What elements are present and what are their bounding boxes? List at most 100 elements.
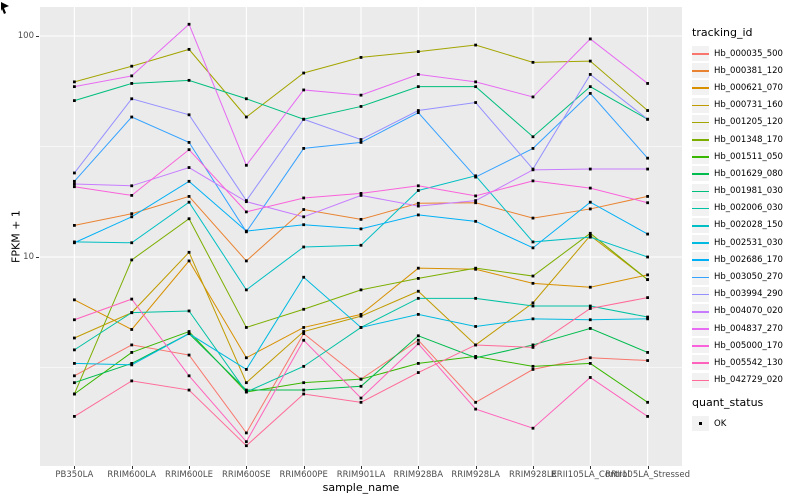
x-tick-mark	[246, 466, 248, 469]
legend-item-Hb_000035_500: Hb_000035_500	[692, 45, 783, 62]
data-point	[588, 167, 592, 171]
data-point	[187, 166, 191, 169]
data-point	[187, 353, 191, 357]
data-point	[474, 343, 478, 347]
data-point	[72, 99, 76, 103]
legend-key-swatch	[692, 355, 709, 371]
data-point	[130, 97, 134, 101]
legend-item-label: Hb_001348_170	[714, 134, 783, 145]
data-point	[416, 277, 420, 280]
data-point	[531, 364, 535, 368]
legend-key-line	[692, 259, 709, 261]
data-point	[187, 179, 191, 183]
data-point	[646, 117, 650, 121]
data-point	[130, 258, 134, 262]
legend-item-Hb_001205_120: Hb_001205_120	[692, 114, 783, 131]
x-tick-mark	[647, 466, 649, 469]
data-point	[416, 109, 420, 112]
legend-item-label: OK	[714, 418, 727, 429]
legend-key-line	[692, 139, 709, 141]
data-point	[359, 400, 363, 404]
data-point	[416, 213, 420, 217]
data-point	[359, 105, 363, 108]
x-tick-label-RRIM928BA: RRIM928BA	[393, 470, 444, 480]
data-point	[531, 317, 535, 321]
data-point	[359, 138, 363, 141]
data-point	[72, 392, 76, 396]
legend-tracking-block: tracking_id Hb_000035_500 Hb_000381_120 Hb…	[692, 26, 783, 389]
data-point	[72, 171, 76, 175]
data-point	[531, 95, 535, 99]
y-tick-mark	[36, 257, 39, 258]
data-point	[474, 199, 478, 202]
data-point	[646, 400, 650, 404]
data-point	[531, 345, 535, 349]
plot-panel	[40, 7, 682, 466]
data-point	[531, 216, 535, 220]
data-point	[474, 407, 478, 411]
data-point	[187, 200, 191, 204]
data-point	[302, 147, 306, 150]
y-tick-label: 100	[17, 31, 34, 41]
data-point	[359, 243, 363, 247]
data-point	[244, 381, 248, 385]
data-point	[359, 217, 363, 221]
data-point	[244, 259, 248, 263]
x-tick-label-RRIM928LE: RRIM928LE	[508, 470, 557, 480]
x-tick-mark	[361, 466, 362, 469]
data-point	[72, 348, 76, 352]
data-point	[187, 141, 191, 144]
data-point	[588, 356, 592, 360]
x-axis-title: sample_name	[322, 481, 400, 494]
legend-key-line	[692, 242, 709, 244]
data-point	[588, 186, 592, 190]
legend-item-Hb_000731_160: Hb_000731_160	[692, 97, 783, 114]
x-tick-label-RRII105LA_Control: RRII105LA_Control	[550, 470, 630, 480]
legend-key-swatch	[692, 97, 709, 113]
data-point	[588, 91, 592, 95]
legend-item-Hb_005542_130: Hb_005542_130	[692, 354, 783, 371]
data-point	[646, 351, 650, 354]
data-point	[531, 301, 535, 305]
data-point	[72, 318, 76, 322]
data-point	[416, 296, 420, 300]
data-point	[474, 101, 478, 104]
legend-item-label: Hb_005000_170	[714, 340, 783, 351]
data-point	[646, 414, 650, 418]
data-point	[588, 59, 592, 63]
data-point	[416, 289, 420, 293]
legend-item-Hb_000381_120: Hb_000381_120	[692, 62, 783, 79]
data-point	[646, 315, 650, 319]
data-point	[474, 43, 478, 47]
data-point	[72, 80, 76, 84]
legend-quant-items: OK	[692, 415, 763, 432]
legend-key-swatch	[692, 114, 709, 130]
data-point	[588, 73, 592, 76]
legend-key-swatch	[692, 321, 709, 337]
legend-item-Hb_000621_070: Hb_000621_070	[692, 79, 783, 96]
data-point	[588, 376, 592, 379]
x-tick-label-RRIM901LA: RRIM901LA	[336, 470, 386, 480]
data-point	[302, 71, 306, 75]
data-point	[359, 312, 363, 316]
data-point	[72, 223, 76, 227]
x-tick-mark	[74, 466, 76, 469]
data-point	[302, 215, 306, 219]
x-tick-mark	[532, 466, 534, 469]
data-point	[359, 377, 363, 381]
x-tick-label-RRII105LA_Stressed: RRII105LA_Stressed	[605, 470, 690, 480]
legend-key-swatch	[692, 217, 709, 233]
x-tick-mark	[189, 466, 191, 469]
data-point	[531, 274, 535, 278]
legend-item-label: Hb_004070_020	[714, 306, 783, 317]
data-point	[244, 440, 248, 444]
data-point	[72, 414, 76, 418]
legend-key-swatch	[692, 416, 709, 432]
data-point	[646, 167, 650, 171]
cursor-artifact	[1, 2, 9, 14]
data-point	[130, 193, 134, 197]
x-tick-label-RRIM600LA: RRIM600LA	[107, 470, 157, 480]
data-point	[359, 288, 363, 292]
data-point	[646, 156, 650, 160]
